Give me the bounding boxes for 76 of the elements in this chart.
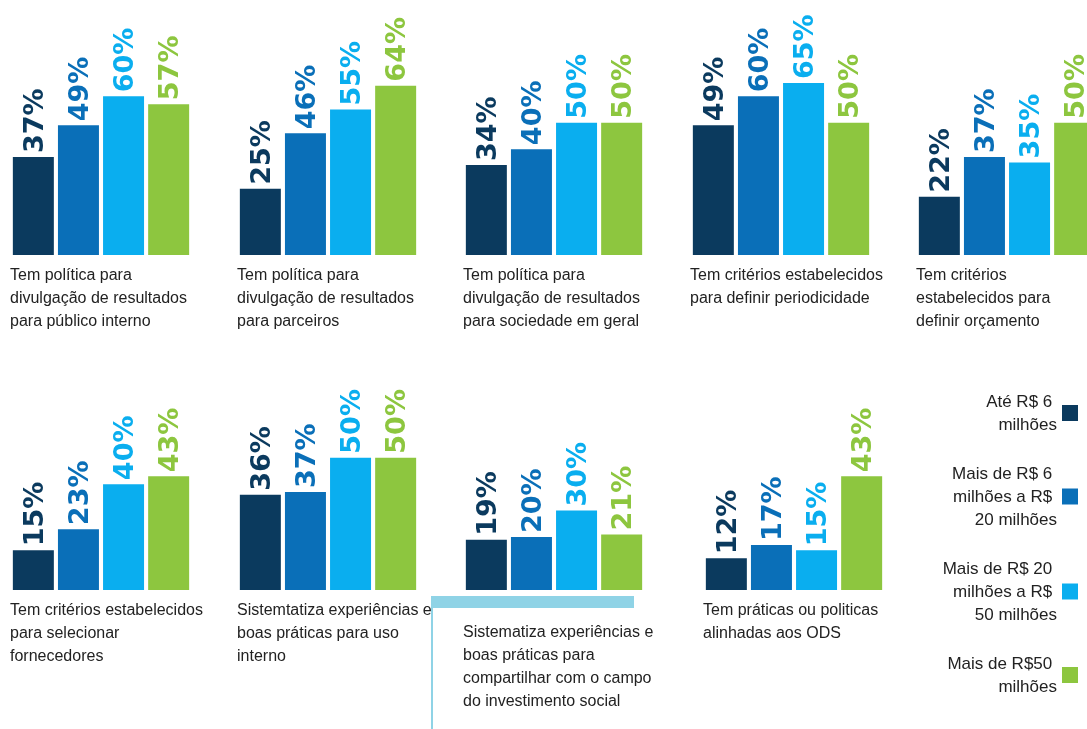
bar [601,534,643,590]
data-label: 37% [968,88,1000,154]
bar [692,125,734,255]
bar [556,510,598,590]
x-axis-title: Tem política para divulgação de resultados para público interno [10,265,188,331]
data-label: 46% [289,64,321,130]
data-label: 50% [561,54,593,119]
data-label: 36% [244,426,276,491]
data-label: 50% [1059,54,1087,119]
data-label: 30% [561,441,593,507]
x-axis-title: Tem critérios estabelecidos para definir periodicidade [690,265,884,308]
bar [103,484,145,590]
bar [1009,162,1051,255]
bar [750,545,792,590]
data-label: 50% [833,54,865,119]
data-label: 15% [801,481,833,547]
data-label: 25% [244,120,276,185]
data-label: 17% [755,476,787,542]
data-label: 37% [17,88,49,154]
data-label: 34% [470,96,502,162]
bar [841,476,883,590]
bar [12,157,54,255]
bar [510,537,552,590]
data-label: 40% [515,80,547,146]
data-label: 15% [17,481,49,547]
data-label: 60% [742,27,774,93]
x-axis-title: Tem critérios estabelecidos para selecionar fornecedores [10,600,204,666]
data-label: 50% [380,389,412,454]
bar [737,96,779,255]
data-label: 55% [335,40,367,106]
x-axis-title: Tem política para divulgação de resultados para parceiros [237,265,415,331]
bar [284,133,326,255]
bar [963,157,1005,255]
data-label: 49% [697,56,729,122]
bar [465,539,507,590]
bar [918,196,960,255]
x-axis-title: Tem política para divulgação de resultados para sociedade em geral [463,265,641,331]
data-label: 19% [470,471,502,536]
bar [239,188,281,255]
x-axis-title: Sistemtatiza experiências e boas práticas para uso interno [237,600,433,666]
bar [57,529,99,590]
data-label: 12% [710,489,742,555]
legend-label: Mais de R$ 20 milhões a R$ 50 milhões [942,559,1057,624]
bar [796,550,838,590]
data-label: 60% [108,27,140,93]
legend-label: Mais de R$ 6 milhões a R$ 20 milhões [952,464,1057,529]
bar [375,85,417,255]
data-label: 43% [153,407,185,473]
bar [705,558,747,590]
data-label: 22% [923,128,955,193]
data-label: 57% [153,35,185,101]
x-axis-title: Tem critérios estabelecidos para definir orçamento [916,265,1052,331]
legend-label: Até R$ 6 milhões [986,392,1057,434]
data-label: 23% [62,460,94,526]
data-label: 21% [606,465,638,531]
bar [828,122,870,255]
bar [148,104,190,255]
data-label: 37% [289,423,321,489]
bar [57,125,99,255]
data-label: 49% [62,56,94,122]
data-label: 65% [788,14,820,79]
bar [148,476,190,590]
data-label: 40% [108,415,140,481]
legend-label: Mais de R$50 milhões [947,654,1057,696]
bar [330,109,372,255]
data-label: 43% [846,407,878,473]
data-label: 50% [335,389,367,454]
bar [103,96,145,255]
data-label: 20% [515,468,547,534]
data-label: 64% [380,17,412,82]
bar [12,550,54,590]
data-label: 50% [606,54,638,119]
data-label: 35% [1014,93,1046,159]
bar [783,83,825,255]
x-axis-title: Sistematiza experiências e boas práticas para compartilhar com o campo do investimento social [463,622,655,711]
x-axis-title: Tem práticas ou politicas alinhadas aos ODS [703,600,880,643]
